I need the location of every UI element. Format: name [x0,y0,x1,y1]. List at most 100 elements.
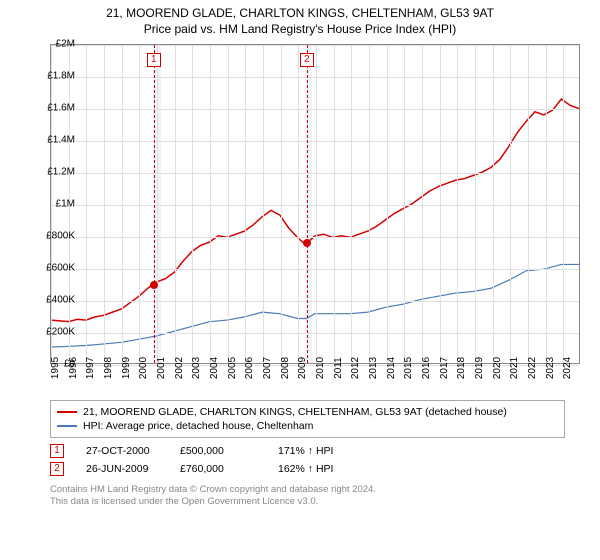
legend-swatch [57,425,77,427]
x-axis-tick: 2021 [509,357,520,379]
gridline-h [51,173,579,174]
marker-line [154,45,155,363]
x-axis-tick: 1999 [121,357,132,379]
x-axis-tick: 2023 [545,357,556,379]
gridline-v [440,45,441,363]
legend-item: 21, MOOREND GLADE, CHARLTON KINGS, CHELT… [57,405,558,419]
y-axis-tick: £1.8M [47,71,75,82]
x-axis-tick: 2011 [333,357,344,379]
gridline-h [51,141,579,142]
x-axis-tick: 2000 [138,357,149,379]
y-axis-tick: £1.6M [47,103,75,114]
x-axis-tick: 2017 [439,357,450,379]
gridline-v [245,45,246,363]
marker-label: 1 [147,53,161,67]
footnote-line2: This data is licensed under the Open Gov… [50,496,565,508]
sales-table: 127-OCT-2000£500,000171% ↑ HPI 2 26-JUN-20… [50,442,565,478]
x-axis-tick: 1997 [85,357,96,379]
marker-dot [303,239,311,247]
gridline-v [228,45,229,363]
gridline-v [510,45,511,363]
footnote: Contains HM Land Registry data © Crown c… [50,484,565,509]
gridline-h [51,269,579,270]
sale-row: 127-OCT-2000£500,000171% ↑ HPI [50,442,565,460]
footnote-line1: Contains HM Land Registry data © Crown c… [50,484,565,496]
x-axis-tick: 2013 [368,357,379,379]
x-axis-tick: 1998 [103,357,114,379]
legend-item: HPI: Average price, detached house, Chel… [57,419,558,433]
gridline-v [210,45,211,363]
gridline-v [422,45,423,363]
x-axis-tick: 2006 [244,357,255,379]
chart-lines [51,45,579,363]
chart-title: 21, MOOREND GLADE, CHARLTON KINGS, CHELT… [0,0,600,40]
gridline-v [298,45,299,363]
gridline-v [334,45,335,363]
chart-container: 12 £0£200K£400K£600K£800K£1M£1.2M£1.4M£1… [35,44,595,394]
marker-line [307,45,308,363]
x-axis-tick: 2020 [492,357,503,379]
series-hpi [51,264,579,347]
gridline-h [51,77,579,78]
gridline-h [51,237,579,238]
x-axis-tick: 2003 [191,357,202,379]
marker-dot [150,281,158,289]
x-axis-tick: 1995 [50,357,61,379]
x-axis-tick: 2024 [562,357,573,379]
gridline-h [51,45,579,46]
sale-price: £760,000 [180,463,270,475]
x-axis-tick: 1996 [68,357,79,379]
x-axis-tick: 2016 [421,357,432,379]
gridline-v [86,45,87,363]
x-axis-tick: 2014 [386,357,397,379]
x-axis-tick: 2001 [156,357,167,379]
x-axis-tick: 2012 [350,357,361,379]
gridline-v [263,45,264,363]
gridline-v [457,45,458,363]
y-axis-tick: £400K [46,295,75,306]
x-axis-tick: 2019 [474,357,485,379]
gridline-v [157,45,158,363]
y-axis-tick: £1M [56,199,75,210]
gridline-v [139,45,140,363]
title-subtitle: Price paid vs. HM Land Registry's House … [10,20,590,36]
gridline-v [192,45,193,363]
gridline-v [175,45,176,363]
y-axis-tick: £1.2M [47,167,75,178]
x-axis-tick: 2007 [262,357,273,379]
x-axis-tick: 2010 [315,357,326,379]
gridline-h [51,205,579,206]
sale-hpi: 162% ↑ HPI [278,463,378,475]
gridline-v [316,45,317,363]
legend-label: 21, MOOREND GLADE, CHARLTON KINGS, CHELT… [83,406,507,418]
y-axis-tick: £600K [46,263,75,274]
gridline-h [51,109,579,110]
legend-label: HPI: Average price, detached house, Chel… [83,420,313,432]
gridline-v [563,45,564,363]
gridline-h [51,301,579,302]
gridline-v [122,45,123,363]
sale-row: 2 26-JUN-2009 £760,000 162% ↑ HPI [50,460,565,478]
x-axis-tick: 2015 [403,357,414,379]
y-axis-tick: £200K [46,327,75,338]
gridline-v [369,45,370,363]
sale-marker: 2 [50,462,64,476]
gridline-v [387,45,388,363]
gridline-v [546,45,547,363]
plot-area: 12 [50,44,580,364]
sale-date: 26-JUN-2009 [72,463,172,475]
gridline-v [475,45,476,363]
series-property [51,99,579,322]
sale-date: 27-OCT-2000 [72,445,172,457]
gridline-v [528,45,529,363]
x-axis-tick: 2022 [527,357,538,379]
marker-label: 2 [300,53,314,67]
gridline-v [51,45,52,363]
y-axis-tick: £1.4M [47,135,75,146]
x-axis-tick: 2004 [209,357,220,379]
title-address: 21, MOOREND GLADE, CHARLTON KINGS, CHELT… [10,6,590,20]
x-axis-tick: 2002 [174,357,185,379]
gridline-v [351,45,352,363]
legend: 21, MOOREND GLADE, CHARLTON KINGS, CHELT… [50,400,565,438]
x-axis-tick: 2009 [297,357,308,379]
